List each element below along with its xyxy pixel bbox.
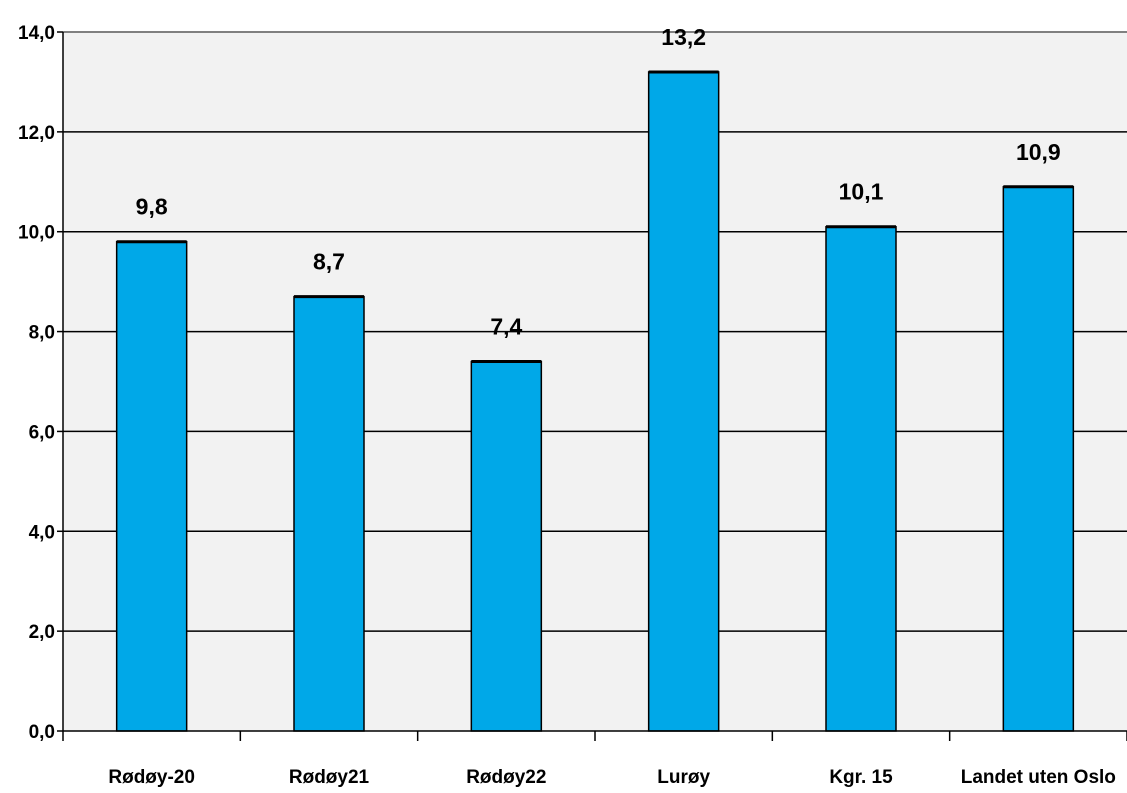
y-tick-label: 6,0 bbox=[29, 422, 55, 443]
data-label: 8,7 bbox=[313, 249, 345, 275]
data-label: 13,2 bbox=[661, 24, 706, 50]
y-tick-label: 2,0 bbox=[29, 622, 55, 643]
data-label: 7,4 bbox=[490, 314, 522, 340]
bar bbox=[825, 225, 897, 732]
x-category-label: Kgr. 15 bbox=[829, 767, 893, 788]
data-label: 9,8 bbox=[136, 194, 168, 220]
y-tick-label: 10,0 bbox=[18, 223, 55, 244]
bar bbox=[293, 295, 365, 732]
x-category-label: Rødøy22 bbox=[466, 767, 546, 788]
labels: 0,0 2,0 4,0 6,0 8,0 10,0 12,0 14,0 9,8 Rødøy-20 8,… bbox=[18, 23, 1116, 788]
bars bbox=[115, 70, 1075, 732]
plot-area bbox=[63, 32, 1127, 731]
bar bbox=[1002, 186, 1075, 732]
y-tick-label: 4,0 bbox=[29, 522, 55, 543]
x-category-label: Lurøy bbox=[657, 767, 710, 788]
data-label: 10,9 bbox=[1016, 139, 1061, 165]
y-tick-label: 12,0 bbox=[18, 123, 55, 144]
x-category-label: Landet uten Oslo bbox=[961, 767, 1116, 788]
y-tick-label: 0,0 bbox=[29, 722, 55, 743]
y-tick-label: 14,0 bbox=[18, 23, 55, 44]
bar bbox=[647, 71, 720, 732]
bar bbox=[115, 240, 188, 732]
y-tick-label: 8,0 bbox=[29, 323, 55, 344]
bar bbox=[470, 360, 543, 732]
axes bbox=[57, 31, 1127, 741]
gridlines bbox=[63, 31, 1127, 632]
x-category-label: Rødøy-20 bbox=[108, 767, 195, 788]
x-category-label: Rødøy21 bbox=[289, 767, 370, 788]
data-label: 10,1 bbox=[839, 179, 884, 205]
